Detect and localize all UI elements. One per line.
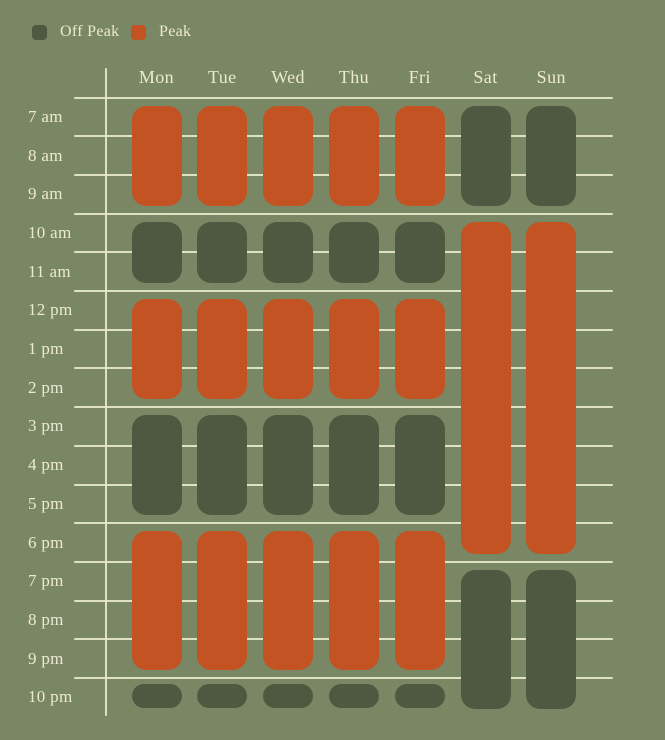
wed-peak-7-am-block bbox=[263, 105, 314, 206]
fri-off-peak-10-pm-block bbox=[394, 683, 445, 708]
fri-off-peak-10-am-block bbox=[394, 221, 445, 283]
gridline-hour-15 bbox=[73, 677, 613, 679]
hour-label-8-pm: 8 pm bbox=[28, 609, 64, 629]
wed-off-peak-10-pm-block bbox=[263, 683, 314, 708]
fri-peak-6-pm-block bbox=[394, 531, 445, 670]
sun-off-peak-7-pm-block bbox=[526, 569, 577, 709]
fri-off-peak-3-pm-block bbox=[394, 415, 445, 516]
hour-label-7-am: 7 am bbox=[28, 106, 63, 126]
day-label-mon: Mon bbox=[138, 67, 175, 87]
mon-peak-12-pm-block bbox=[131, 299, 182, 400]
gridline-hour-11 bbox=[73, 522, 613, 525]
legend-label-peak: Peak bbox=[159, 23, 192, 40]
hour-label-8-am: 8 am bbox=[28, 145, 63, 165]
wed-off-peak-10-am-block bbox=[263, 221, 314, 283]
sat-off-peak-7-pm-block bbox=[460, 569, 511, 709]
fri-peak-7-am-block bbox=[394, 105, 445, 206]
gridline-hour-5 bbox=[73, 290, 613, 292]
hour-label-1-pm: 1 pm bbox=[28, 339, 64, 359]
thu-peak-6-pm-block bbox=[328, 531, 379, 670]
legend-label-off-peak: Off Peak bbox=[60, 23, 120, 40]
legend-swatch-peak bbox=[131, 24, 146, 40]
gridline-hour-3 bbox=[73, 212, 613, 215]
tue-off-peak-3-pm-block bbox=[197, 415, 248, 516]
mon-off-peak-10-am-block bbox=[131, 221, 182, 283]
gridline-hour-8 bbox=[73, 406, 613, 409]
sat-peak-10-am-block bbox=[460, 221, 511, 554]
day-label-sun: Sun bbox=[536, 67, 566, 87]
wed-peak-6-pm-block bbox=[263, 531, 314, 670]
tue-peak-6-pm-block bbox=[197, 531, 248, 670]
tue-off-peak-10-am-block bbox=[197, 221, 248, 283]
day-label-fri: Fri bbox=[408, 67, 431, 87]
tue-off-peak-10-pm-block bbox=[197, 683, 248, 708]
gridline-hour-0 bbox=[73, 96, 613, 99]
day-label-thu: Thu bbox=[338, 67, 369, 87]
hour-label-2-pm: 2 pm bbox=[28, 377, 64, 397]
thu-off-peak-10-am-block bbox=[328, 221, 379, 283]
fri-peak-12-pm-block bbox=[394, 299, 445, 400]
thu-peak-7-am-block bbox=[328, 105, 379, 206]
wed-peak-12-pm-block bbox=[263, 299, 314, 400]
tue-peak-12-pm-block bbox=[197, 299, 248, 400]
mon-peak-7-am-block bbox=[131, 105, 182, 206]
day-label-sat: Sat bbox=[473, 67, 498, 87]
legend-item-peak: Peak bbox=[131, 23, 192, 40]
legend-swatch-off-peak bbox=[32, 24, 47, 40]
hour-label-11-am: 11 am bbox=[28, 261, 71, 281]
hour-label-12-pm: 12 pm bbox=[28, 300, 73, 320]
thu-off-peak-10-pm-block bbox=[328, 683, 379, 708]
tue-peak-7-am-block bbox=[197, 105, 248, 206]
sat-off-peak-7-am-block bbox=[460, 105, 511, 206]
hour-label-3-pm: 3 pm bbox=[28, 416, 64, 436]
hour-label-9-am: 9 am bbox=[28, 184, 63, 204]
hour-label-7-pm: 7 pm bbox=[28, 571, 64, 591]
hour-label-4-pm: 4 pm bbox=[28, 455, 64, 475]
hour-label-9-pm: 9 pm bbox=[28, 648, 64, 668]
sun-off-peak-7-am-block bbox=[526, 105, 577, 206]
mon-off-peak-10-pm-block bbox=[131, 683, 182, 708]
day-label-wed: Wed bbox=[271, 67, 305, 87]
thu-off-peak-3-pm-block bbox=[328, 415, 379, 516]
mon-peak-6-pm-block bbox=[131, 531, 182, 670]
y-axis-line bbox=[104, 68, 107, 716]
day-label-tue: Tue bbox=[208, 67, 237, 87]
hour-label-10-am: 10 am bbox=[28, 222, 72, 242]
mon-off-peak-3-pm-block bbox=[131, 415, 182, 516]
legend-item-off-peak: Off Peak bbox=[32, 23, 120, 40]
wed-off-peak-3-pm-block bbox=[263, 415, 314, 516]
hour-label-10-pm: 10 pm bbox=[28, 687, 73, 707]
hour-label-5-pm: 5 pm bbox=[28, 493, 64, 513]
hour-label-6-pm: 6 pm bbox=[28, 532, 64, 552]
sun-peak-10-am-block bbox=[526, 221, 577, 554]
thu-peak-12-pm-block bbox=[328, 299, 379, 400]
